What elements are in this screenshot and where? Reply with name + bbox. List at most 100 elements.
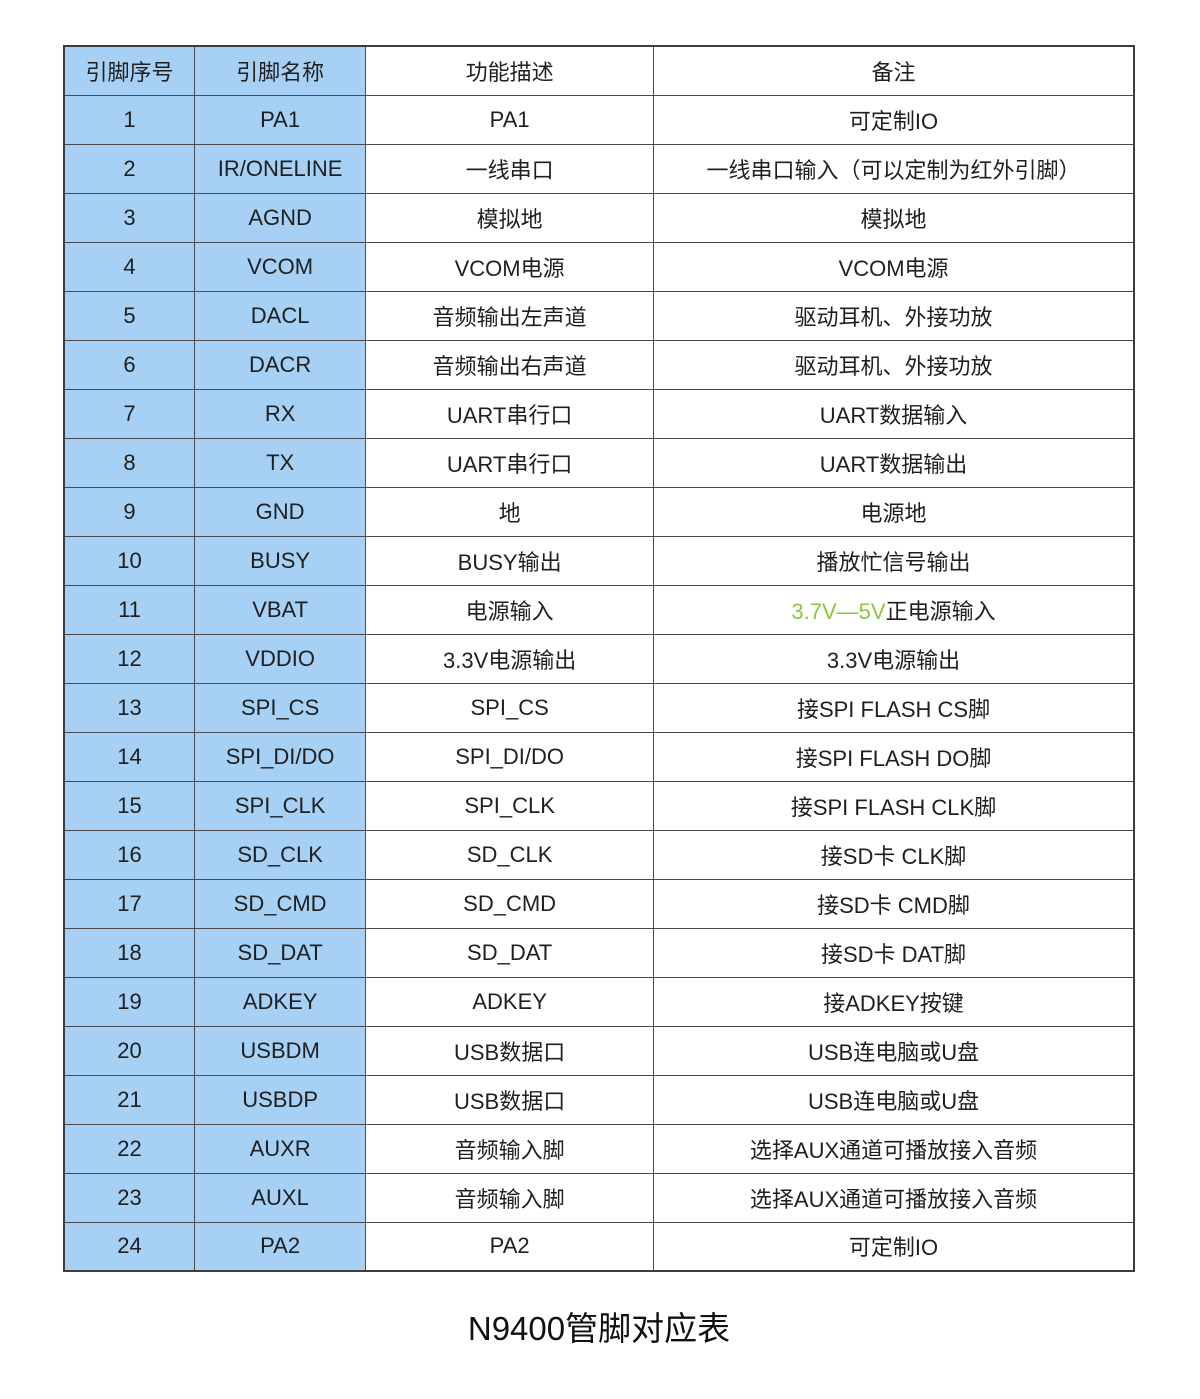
cell-pin-number: 17 bbox=[63, 878, 196, 929]
cell-pin-name: USBDM bbox=[194, 1025, 367, 1076]
table-row: 2 IR/ONELINE 一线串口 一线串口输入（可以定制为红外引脚） bbox=[63, 143, 1135, 194]
cell-function: PA2 bbox=[365, 1221, 655, 1272]
cell-pin-name: SPI_DI/DO bbox=[194, 731, 367, 782]
header-pin-name: 引脚名称 bbox=[194, 45, 367, 96]
table-row: 8 TX UART串行口 UART数据输出 bbox=[63, 437, 1135, 488]
table-row: 11 VBAT 电源输入 3.7V—5V正电源输入 bbox=[63, 584, 1135, 635]
cell-pin-number: 10 bbox=[63, 535, 196, 586]
cell-pin-name: DACL bbox=[194, 290, 367, 341]
cell-pin-number: 21 bbox=[63, 1074, 196, 1125]
table-row: 4 VCOM VCOM电源 VCOM电源 bbox=[63, 241, 1135, 292]
cell-pin-name: SD_CLK bbox=[194, 829, 367, 880]
table-row: 20 USBDM USB数据口 USB连电脑或U盘 bbox=[63, 1025, 1135, 1076]
table-row: 7 RX UART串行口 UART数据输入 bbox=[63, 388, 1135, 439]
cell-pin-name: VBAT bbox=[194, 584, 367, 635]
cell-pin-name: RX bbox=[194, 388, 367, 439]
cell-pin-number: 15 bbox=[63, 780, 196, 831]
table-row: 16 SD_CLK SD_CLK 接SD卡 CLK脚 bbox=[63, 829, 1135, 880]
table-row: 18 SD_DAT SD_DAT 接SD卡 DAT脚 bbox=[63, 927, 1135, 978]
header-pin-number: 引脚序号 bbox=[63, 45, 196, 96]
cell-remark: UART数据输入 bbox=[653, 388, 1135, 439]
cell-pin-name: PA1 bbox=[194, 94, 367, 145]
cell-function: UART串行口 bbox=[365, 388, 655, 439]
cell-pin-name: TX bbox=[194, 437, 367, 488]
cell-remark: 接ADKEY按键 bbox=[653, 976, 1135, 1027]
cell-pin-number: 19 bbox=[63, 976, 196, 1027]
cell-function: 电源输入 bbox=[365, 584, 655, 635]
cell-function: 音频输入脚 bbox=[365, 1172, 655, 1223]
cell-remark: USB连电脑或U盘 bbox=[653, 1025, 1135, 1076]
cell-pin-number: 8 bbox=[63, 437, 196, 488]
cell-pin-number: 20 bbox=[63, 1025, 196, 1076]
cell-remark: 接SD卡 CMD脚 bbox=[653, 878, 1135, 929]
cell-pin-number: 11 bbox=[63, 584, 196, 635]
header-row: 引脚序号 引脚名称 功能描述 备注 bbox=[63, 45, 1135, 96]
cell-pin-number: 18 bbox=[63, 927, 196, 978]
table-row: 6 DACR 音频输出右声道 驱动耳机、外接功放 bbox=[63, 339, 1135, 390]
cell-remark: 选择AUX通道可播放接入音频 bbox=[653, 1123, 1135, 1174]
cell-pin-name: AUXL bbox=[194, 1172, 367, 1223]
table-caption: N9400管脚对应表 bbox=[467, 1310, 731, 1347]
cell-pin-number: 13 bbox=[63, 682, 196, 733]
cell-pin-number: 7 bbox=[63, 388, 196, 439]
cell-remark: 接SD卡 DAT脚 bbox=[653, 927, 1135, 978]
table-row: 24 PA2 PA2 可定制IO bbox=[63, 1221, 1135, 1272]
cell-pin-name: SD_DAT bbox=[194, 927, 367, 978]
cell-remark: 选择AUX通道可播放接入音频 bbox=[653, 1172, 1135, 1223]
cell-pin-number: 5 bbox=[63, 290, 196, 341]
cell-pin-name: SPI_CS bbox=[194, 682, 367, 733]
cell-function: 3.3V电源输出 bbox=[365, 633, 655, 684]
cell-pin-name: AGND bbox=[194, 192, 367, 243]
table-row: 5 DACL 音频输出左声道 驱动耳机、外接功放 bbox=[63, 290, 1135, 341]
cell-function: UART串行口 bbox=[365, 437, 655, 488]
table-row: 23 AUXL 音频输入脚 选择AUX通道可播放接入音频 bbox=[63, 1172, 1135, 1223]
cell-pin-number: 4 bbox=[63, 241, 196, 292]
cell-function: 模拟地 bbox=[365, 192, 655, 243]
cell-function: USB数据口 bbox=[365, 1025, 655, 1076]
cell-remark: 一线串口输入（可以定制为红外引脚） bbox=[653, 143, 1135, 194]
cell-pin-name: IR/ONELINE bbox=[194, 143, 367, 194]
cell-pin-name: PA2 bbox=[194, 1221, 367, 1272]
cell-remark: 驱动耳机、外接功放 bbox=[653, 339, 1135, 390]
cell-remark: 电源地 bbox=[653, 486, 1135, 537]
cell-remark: USB连电脑或U盘 bbox=[653, 1074, 1135, 1125]
table-row: 3 AGND 模拟地 模拟地 bbox=[63, 192, 1135, 243]
cell-pin-name: SPI_CLK bbox=[194, 780, 367, 831]
table-row: 15 SPI_CLK SPI_CLK 接SPI FLASH CLK脚 bbox=[63, 780, 1135, 831]
cell-pin-number: 6 bbox=[63, 339, 196, 390]
table-row: 10 BUSY BUSY输出 播放忙信号输出 bbox=[63, 535, 1135, 586]
cell-function: ADKEY bbox=[365, 976, 655, 1027]
cell-pin-name: SD_CMD bbox=[194, 878, 367, 929]
cell-pin-number: 16 bbox=[63, 829, 196, 880]
cell-remark: 接SD卡 CLK脚 bbox=[653, 829, 1135, 880]
pin-mapping-table: 引脚序号 引脚名称 功能描述 备注 1 PA1 PA1 可定制IO 2 IR/ONELIN… bbox=[63, 45, 1135, 1272]
cell-pin-name: BUSY bbox=[194, 535, 367, 586]
cell-function: SD_CMD bbox=[365, 878, 655, 929]
voltage-range-highlight: 3.7V—5V bbox=[791, 598, 886, 624]
cell-function: SPI_CLK bbox=[365, 780, 655, 831]
cell-pin-name: DACR bbox=[194, 339, 367, 390]
cell-pin-number: 14 bbox=[63, 731, 196, 782]
cell-pin-number: 12 bbox=[63, 633, 196, 684]
cell-remark: 接SPI FLASH CLK脚 bbox=[653, 780, 1135, 831]
cell-pin-number: 23 bbox=[63, 1172, 196, 1223]
cell-remark: 接SPI FLASH CS脚 bbox=[653, 682, 1135, 733]
cell-pin-name: VCOM bbox=[194, 241, 367, 292]
header-function: 功能描述 bbox=[365, 45, 655, 96]
pin-table-body: 1 PA1 PA1 可定制IO 2 IR/ONELINE 一线串口 一线串口输入（可以定制为红… bbox=[63, 94, 1135, 1272]
cell-pin-number: 9 bbox=[63, 486, 196, 537]
cell-pin-number: 1 bbox=[63, 94, 196, 145]
cell-remark: 3.7V—5V正电源输入 bbox=[653, 584, 1135, 635]
table-row: 21 USBDP USB数据口 USB连电脑或U盘 bbox=[63, 1074, 1135, 1125]
cell-remark: UART数据输出 bbox=[653, 437, 1135, 488]
table-row: 22 AUXR 音频输入脚 选择AUX通道可播放接入音频 bbox=[63, 1123, 1135, 1174]
cell-remark: 驱动耳机、外接功放 bbox=[653, 290, 1135, 341]
cell-remark: VCOM电源 bbox=[653, 241, 1135, 292]
cell-pin-number: 3 bbox=[63, 192, 196, 243]
cell-function: 地 bbox=[365, 486, 655, 537]
table-row: 19 ADKEY ADKEY 接ADKEY按键 bbox=[63, 976, 1135, 1027]
cell-remark: 可定制IO bbox=[653, 94, 1135, 145]
cell-function: USB数据口 bbox=[365, 1074, 655, 1125]
cell-remark: 可定制IO bbox=[653, 1221, 1135, 1272]
